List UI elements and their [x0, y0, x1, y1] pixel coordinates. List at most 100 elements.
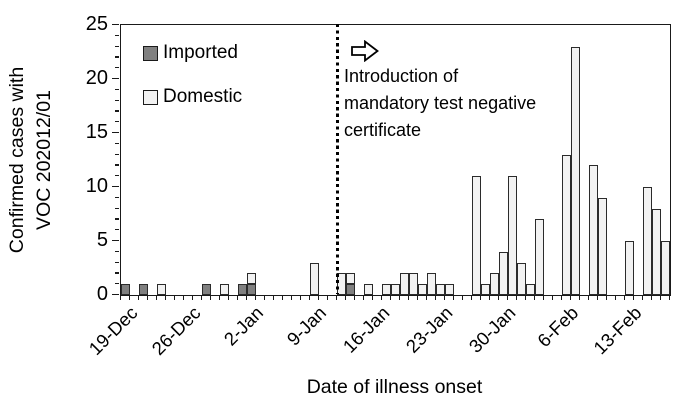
x-axis-tick: [507, 295, 509, 300]
bar-domestic-19-Jan: [400, 273, 409, 295]
bar-domestic-21-Jan: [418, 284, 427, 295]
intervention-line: [336, 24, 339, 294]
bar-imported-13-Jan: [346, 284, 355, 295]
y-axis-minor-tick: [115, 196, 119, 199]
x-axis-tick: [327, 295, 329, 300]
bar-imported-1-Jan: [238, 284, 247, 295]
x-axis-tick: [192, 295, 194, 300]
y-tick-label: 10: [85, 175, 108, 197]
x-axis-tick: [156, 295, 158, 300]
x-axis-tick: [372, 295, 374, 300]
x-axis-tick: [471, 295, 473, 300]
x-axis-tick: [273, 295, 275, 300]
x-axis-tick: [543, 295, 545, 300]
bar-domestic-31-Jan: [508, 176, 517, 295]
y-tick-label: 25: [85, 13, 108, 35]
x-tick-label: 16-Jan: [338, 302, 394, 357]
bar-imported-2-Jan: [247, 284, 256, 295]
bar-imported-19-Dec: [121, 284, 130, 295]
y-axis-minor-tick: [115, 121, 119, 123]
bar-domestic-10-Feb: [598, 197, 607, 295]
bar-domestic-15-Jan: [364, 284, 373, 295]
x-axis-tick: [498, 295, 500, 300]
y-axis-title: Confirmed cases with VOC 202012/01: [4, 29, 60, 291]
x-axis-tick: [633, 295, 635, 300]
y-axis-minor-tick: [115, 283, 119, 285]
x-axis-tick: [552, 295, 554, 300]
bar-domestic-28-Jan: [481, 284, 490, 295]
y-axis-title-line1: Confirmed cases with: [6, 66, 28, 254]
x-axis-tick: [561, 295, 563, 300]
legend-item-imported: Imported: [143, 42, 242, 63]
y-axis-minor-tick: [115, 207, 119, 209]
x-axis-tick: [147, 295, 149, 300]
bar-domestic-2-Jan: [247, 273, 256, 285]
x-axis-tick: [588, 295, 590, 300]
bar-domestic-18-Jan: [391, 284, 400, 295]
y-tick-label: 0: [96, 283, 108, 305]
x-axis-tick: [669, 295, 671, 300]
bar-domestic-24-Jan: [445, 284, 454, 295]
y-axis-title-line2: VOC 202012/01: [33, 90, 55, 230]
annotation-line3: certificate: [344, 120, 422, 140]
x-axis-tick: [417, 295, 419, 300]
bar-domestic-17-Jan: [382, 284, 391, 295]
x-axis-tick: [516, 295, 518, 300]
x-axis-tick: [345, 295, 347, 300]
bar-domestic-17-Feb: [661, 241, 670, 295]
right-arrow-icon: [351, 40, 379, 62]
x-axis-tick: [201, 295, 203, 300]
x-axis-tick: [399, 295, 401, 300]
x-axis-tick: [525, 295, 527, 300]
x-axis-tick: [408, 295, 410, 300]
bar-domestic-15-Feb: [643, 187, 652, 295]
plot-area: [120, 24, 671, 296]
x-axis-tick: [381, 295, 383, 300]
x-tick-label: 30-Jan: [464, 302, 520, 357]
bar-domestic-23-Jan: [436, 284, 445, 295]
bar-domestic-3-Feb: [535, 219, 544, 295]
y-axis-minor-tick: [115, 67, 119, 69]
x-axis-tick: [480, 295, 482, 300]
x-axis-tick: [255, 295, 257, 300]
x-tick-label: 9-Jan: [282, 302, 331, 350]
y-axis-major-tick: [112, 132, 119, 134]
x-axis-tick: [228, 295, 230, 300]
bar-domestic-2-Feb: [526, 284, 535, 295]
x-axis-tick: [426, 295, 428, 300]
bar-domestic-1-Feb: [517, 262, 526, 295]
y-axis-minor-tick: [115, 272, 119, 274]
bar-domestic-27-Jan: [472, 176, 481, 295]
bar-domestic-7-Feb: [571, 46, 580, 295]
x-axis-tick: [336, 295, 338, 300]
x-axis-tick: [615, 295, 617, 300]
x-axis-tick: [237, 295, 239, 300]
x-axis-tick: [318, 295, 320, 300]
y-axis-minor-tick: [115, 175, 119, 177]
y-axis-major-tick: [112, 78, 119, 80]
y-axis-minor-tick: [115, 110, 119, 112]
y-axis-minor-tick: [115, 164, 119, 166]
x-axis-tick: [174, 295, 176, 300]
bar-domestic-13-Feb: [625, 241, 634, 295]
x-axis-tick: [642, 295, 644, 300]
x-axis-tick: [462, 295, 464, 300]
bar-domestic-29-Jan: [490, 273, 499, 295]
x-axis-tick: [606, 295, 608, 300]
x-axis-tick: [210, 295, 212, 300]
x-tick-label: 26-Dec: [147, 302, 205, 360]
x-axis-tick: [651, 295, 653, 300]
x-tick-label: 23-Jan: [401, 302, 457, 357]
y-axis-minor-tick: [115, 99, 119, 101]
x-axis-tick: [264, 295, 266, 300]
x-axis-tick: [354, 295, 356, 300]
legend-domestic-swatch: [143, 89, 158, 105]
x-axis-tick: [300, 295, 302, 300]
x-axis-tick: [570, 295, 572, 300]
y-axis-major-tick: [112, 294, 119, 296]
x-axis-tick: [390, 295, 392, 300]
bar-imported-28-Dec: [202, 284, 211, 295]
x-axis-tick: [435, 295, 437, 300]
x-tick-label: 6-Feb: [533, 302, 583, 352]
